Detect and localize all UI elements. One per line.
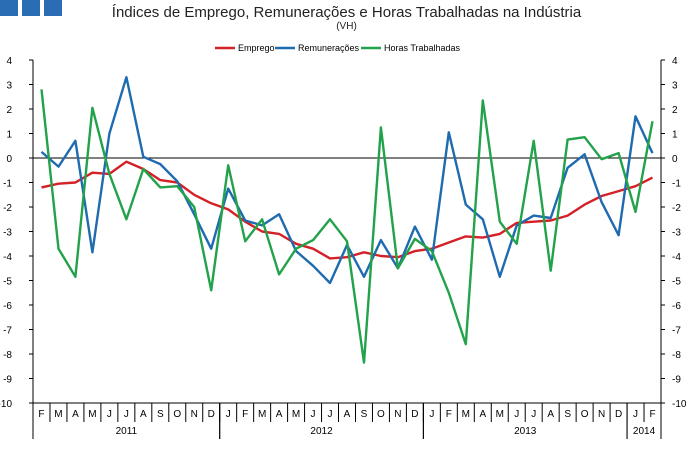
y-tick-label-left: 2 [6,105,12,116]
series-line-remunera-es [40,75,654,285]
y-tick-label-right: -2 [672,203,681,214]
x-tick-label: O [581,409,589,420]
y-tick-label-left: -1 [3,179,12,190]
y-tick-label-right: -9 [672,375,681,386]
legend-label: Horas Trabalhadas [384,43,461,53]
y-tick-label-right: 3 [672,81,678,92]
legend-label: Remunerações [298,43,360,53]
x-tick-label: M [292,409,300,420]
y-tick-label-right: -6 [672,301,681,312]
y-tick-label-left: -10 [0,399,12,410]
x-tick-label: J [226,409,231,420]
y-tick-label-right: 2 [672,105,678,116]
y-tick-label-right: -5 [672,277,681,288]
y-tick-label-right: 0 [672,154,678,165]
y-tick-label-left: 4 [6,56,12,67]
y-tick-label-right: -4 [672,252,681,263]
y-tick-label-left: -6 [3,301,12,312]
y-tick-label-left: -7 [3,326,12,337]
x-tick-label: M [88,409,96,420]
x-tick-label: M [462,409,470,420]
y-tick-label-left: 1 [6,130,12,141]
y-tick-label-right: -3 [672,228,681,239]
chart-title: Índices de Emprego, Remunerações e Horas… [111,4,582,21]
legend-label: Emprego [238,43,275,53]
y-tick-label-right: -1 [672,179,681,190]
year-label: 2013 [514,426,537,437]
y-tick-label-right: -7 [672,326,681,337]
y-tick-label-left: -5 [3,277,12,288]
x-tick-label: A [479,409,486,420]
y-tick-label-left: -2 [3,203,12,214]
y-tick-label-left: 0 [6,154,12,165]
x-tick-label: F [446,409,452,420]
x-tick-label: A [276,409,283,420]
x-tick-label: M [54,409,62,420]
x-tick-label: D [208,409,215,420]
brand-logo [0,0,62,16]
y-tick-label-left: -8 [3,350,12,361]
x-tick-label: N [394,409,401,420]
year-label: 2011 [116,426,138,437]
x-tick-label: J [633,409,638,420]
x-tick-label: J [124,409,129,420]
x-tick-label: J [429,409,434,420]
y-tick-label-left: -3 [3,228,12,239]
year-label: 2014 [633,426,656,437]
y-tick-label-right: 1 [672,130,678,141]
x-tick-label: F [38,409,44,420]
x-tick-label: F [649,409,655,420]
x-tick-label: J [531,409,536,420]
x-tick-label: D [615,409,622,420]
x-tick-label: N [191,409,198,420]
y-tick-label-right: -10 [672,399,687,410]
x-tick-label: M [258,409,266,420]
x-tick-label: A [344,409,351,420]
x-tick-label: M [496,409,504,420]
x-tick-label: S [157,409,164,420]
x-tick-label: D [411,409,418,420]
x-tick-label: S [564,409,571,420]
x-tick-label: O [377,409,385,420]
series-line-horas-trabalhadas [40,89,654,364]
x-tick-label: J [514,409,519,420]
x-tick-label: A [140,409,147,420]
y-tick-label-left: -4 [3,252,12,263]
x-tick-label: A [547,409,554,420]
x-tick-label: O [173,409,181,420]
x-tick-label: S [361,409,368,420]
x-tick-label: J [311,409,316,420]
x-tick-label: A [72,409,79,420]
y-tick-label-left: -9 [3,375,12,386]
x-tick-label: F [242,409,248,420]
y-tick-label-right: -8 [672,350,681,361]
x-tick-label: J [328,409,333,420]
year-label: 2012 [310,426,333,437]
chart-subtitle: (VH) [336,21,357,32]
y-tick-label-right: 4 [672,56,678,67]
x-tick-label: J [107,409,112,420]
y-tick-label-left: 3 [6,81,12,92]
x-tick-label: N [598,409,605,420]
